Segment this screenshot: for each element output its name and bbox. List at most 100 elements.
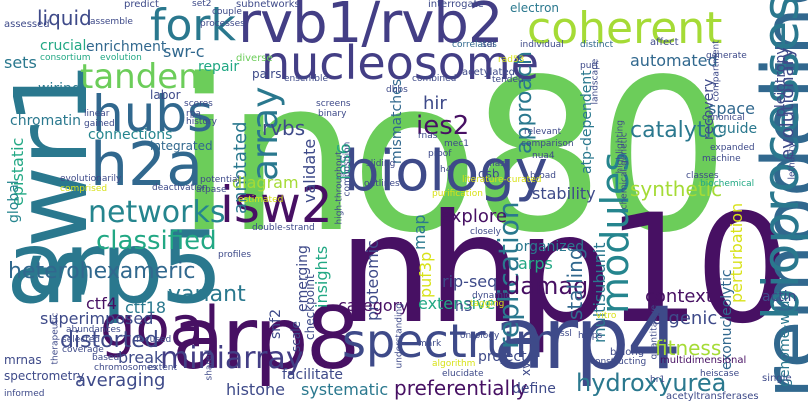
word-expanded: expanded [710, 143, 755, 153]
word-rvbs: rvbs [262, 116, 306, 140]
word-spectrometry: spectrometry [4, 369, 85, 383]
word-rip-seq: rip-seq [442, 272, 498, 291]
word-break: break [118, 348, 164, 367]
word-linear: linear [84, 109, 110, 119]
word-superimposed: superimposed [40, 309, 154, 328]
word-compartment: compartment [711, 40, 722, 102]
word-mark: mark [418, 339, 442, 349]
word-acetyltransferases: acetyltransferases [666, 391, 759, 402]
word-mass: mass [486, 159, 510, 169]
word-constructing: constructing [590, 357, 647, 367]
word-isw2: isw2 [220, 176, 333, 234]
word-elucidate: elucidate [442, 369, 484, 379]
word-potential: potential [200, 175, 241, 185]
word-damage: damage [505, 272, 604, 300]
word-labor: labor [150, 88, 181, 102]
word-tandem: tandem [80, 57, 212, 97]
word-ensemble: ensemble [284, 74, 328, 84]
word-purification: purification [432, 189, 483, 199]
word-hydroxyurea: hydroxyurea [576, 369, 727, 397]
word-averaging: averaging [75, 370, 166, 391]
word-tagging: tagging [470, 299, 505, 309]
word-distorted: distorted [60, 328, 159, 353]
word-xv: xv [519, 361, 533, 376]
word-h4: h4 [440, 165, 452, 175]
word-liquid: liquid [37, 6, 92, 30]
word-organized: organized [515, 239, 585, 255]
word-lethality: lethality [787, 142, 798, 180]
word-focused: focused [136, 335, 172, 345]
word-individual: individual [520, 40, 564, 50]
word-synthetic: synthetic [630, 177, 723, 201]
word-dynamic: dynamic [472, 291, 511, 301]
word-diverse: diverse [236, 53, 273, 64]
word-variant: variant [168, 282, 246, 307]
word-composition: composition [342, 141, 353, 197]
word-belong: belong [610, 347, 645, 358]
word-snf2: snf2 [268, 308, 284, 339]
word-enrichment: enrichment [86, 39, 167, 55]
word-consortium: consortium [40, 53, 91, 63]
word-ontology: ontology [460, 331, 500, 341]
word-hubs: hubs [92, 85, 214, 143]
word-global: global [6, 180, 22, 223]
word-classes: classes [686, 171, 719, 181]
word-repair: repair [198, 59, 240, 75]
word-profiles: profiles [218, 250, 252, 260]
word-heterohexameric: heterohexameric [8, 259, 196, 284]
word-comprised: comprised [60, 184, 108, 194]
word-preferentially: preferentially [394, 376, 528, 400]
word-hir: hir [423, 93, 447, 114]
word-diagram: diagram [232, 173, 299, 192]
word-extensive: extensive [418, 294, 496, 313]
word-based: based [92, 353, 120, 363]
word-selected: selected [62, 335, 100, 345]
word-digenic: digenic [652, 308, 718, 329]
word-comparison: comparison [521, 139, 574, 149]
word-atpase: atpase [196, 185, 227, 195]
word-networks: networks [88, 195, 226, 230]
word-dsb: dsb [478, 167, 500, 181]
word-closely: closely [470, 227, 502, 237]
word-actin: actin [762, 289, 797, 305]
word-arp8: arp8 [172, 289, 360, 389]
word-affect: affect [650, 37, 679, 48]
word-h3: h3 [455, 299, 473, 315]
word-biology: biology [344, 139, 548, 204]
word-scores: scores [184, 99, 213, 109]
word-arps: arps [518, 254, 553, 273]
word-estimated: estimated [238, 195, 284, 205]
word-crucial: crucial [40, 38, 87, 54]
word-classified: classified [96, 226, 217, 256]
word-guide: guide [718, 121, 758, 137]
word-dbbs: dbbs [386, 85, 408, 95]
word-sliding: sliding [366, 159, 396, 169]
word-h2a: h2a [90, 130, 203, 200]
word-space: space [708, 99, 755, 118]
word-hr1: hr1 [650, 375, 666, 385]
word-rad53: rad53 [498, 55, 525, 65]
word-rpa: rpa [186, 109, 201, 119]
word-outlines: outlines [364, 179, 400, 189]
word-double-strand: double-strand [252, 223, 315, 233]
word-coherent: coherent [527, 3, 723, 54]
word-systematic: systematic [301, 380, 389, 399]
word-single: single [762, 373, 792, 384]
word-miniarray: miniarray [160, 341, 304, 376]
word-arp4: arp4 [493, 289, 681, 389]
word-processes: processes [200, 19, 245, 29]
word-chemical-genetic: chemical-genetic [619, 132, 630, 210]
word-informed: informed [4, 389, 45, 399]
word-purf: purf [580, 61, 599, 71]
word-multisubunit: multisubunit [590, 242, 609, 343]
word-rvb1-rvb2: rvb1/rvb2 [238, 0, 504, 56]
word-literature-curated: literature-curated [462, 175, 542, 185]
word-swr-c: swr-c [163, 42, 205, 61]
word-stalling: stalling [563, 247, 587, 320]
word-sets: sets [4, 53, 37, 72]
word-checkpoint: checkpoint [303, 274, 317, 340]
word-automated: automated [630, 51, 718, 70]
word-helps: helps [578, 331, 603, 341]
word-coverage: coverage [62, 345, 104, 355]
word-assessed: assessed [4, 19, 50, 30]
